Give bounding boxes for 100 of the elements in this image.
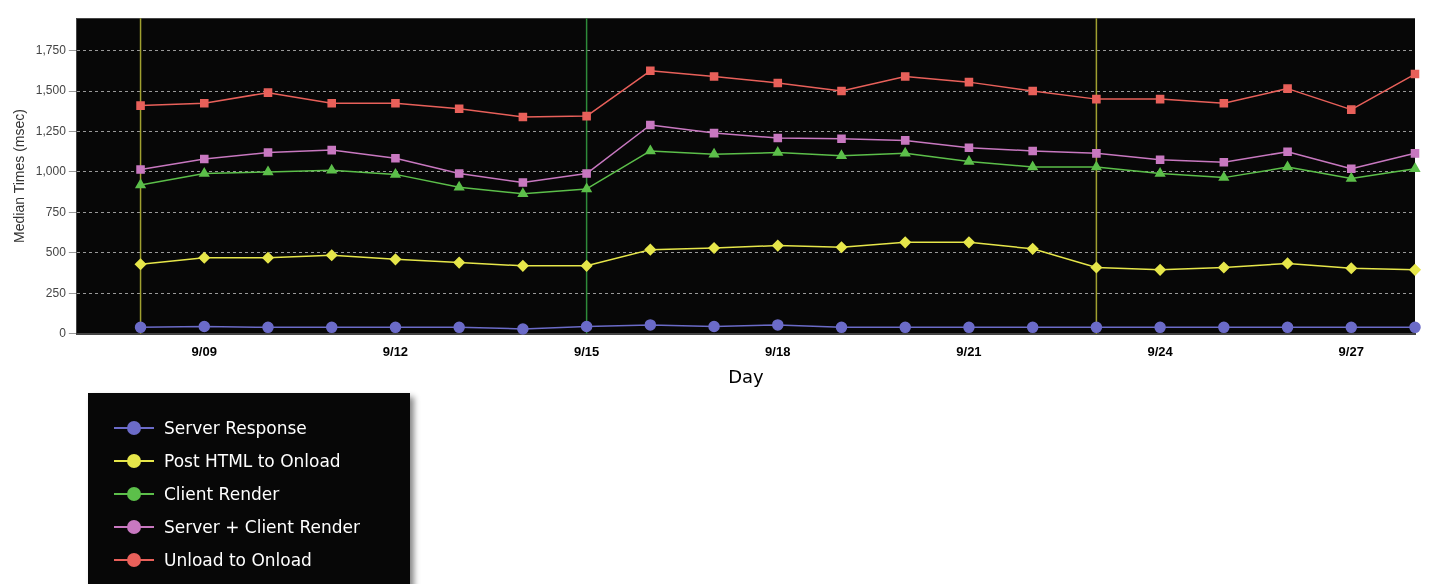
x-tick-label: 9/15 — [573, 344, 600, 360]
point — [262, 166, 274, 176]
point — [963, 236, 975, 249]
point — [964, 143, 974, 152]
y-tick-label: 1,000 — [35, 164, 67, 179]
y-tick-label: 1,500 — [35, 83, 67, 98]
point — [1090, 261, 1103, 274]
point — [1028, 146, 1037, 156]
point — [580, 320, 593, 333]
y-tick-label: 500 — [45, 245, 67, 260]
x-axis-title: Day — [728, 365, 765, 387]
point — [1410, 69, 1420, 79]
point — [1091, 161, 1102, 171]
point — [1409, 321, 1421, 334]
point — [454, 169, 464, 178]
point — [708, 148, 720, 158]
point — [517, 323, 529, 335]
point — [645, 145, 656, 155]
point — [391, 153, 400, 163]
point — [900, 147, 911, 157]
point — [1345, 262, 1358, 274]
point — [708, 242, 720, 254]
point — [964, 77, 974, 87]
legend-label: Server + Client Render — [164, 516, 360, 537]
y-tick-label: 1,250 — [35, 123, 67, 138]
point — [1346, 172, 1357, 182]
point — [773, 133, 783, 143]
point — [1283, 84, 1292, 93]
point — [1219, 98, 1229, 108]
point — [327, 145, 336, 155]
point — [1155, 155, 1165, 165]
point — [835, 321, 848, 334]
point — [136, 165, 145, 174]
point — [580, 260, 593, 272]
point — [199, 154, 209, 164]
point — [963, 155, 975, 165]
point — [1218, 171, 1229, 181]
legend-label: Unload to Onload — [164, 549, 312, 570]
point — [644, 319, 657, 331]
point — [1346, 164, 1356, 173]
point — [773, 78, 783, 88]
point — [1282, 161, 1293, 171]
x-tick-label: 9/18 — [765, 344, 791, 360]
point — [1218, 261, 1230, 274]
point — [644, 243, 657, 256]
point — [134, 258, 147, 270]
point — [1026, 321, 1039, 334]
point — [581, 183, 592, 193]
point — [837, 134, 846, 144]
point — [1345, 321, 1358, 334]
x-tick-label: 9/27 — [1338, 344, 1364, 360]
point — [453, 256, 465, 269]
point — [517, 260, 529, 272]
point — [1154, 321, 1166, 334]
point — [518, 178, 528, 187]
point — [454, 181, 465, 191]
point — [835, 241, 848, 253]
point — [1409, 162, 1421, 172]
point — [389, 321, 402, 334]
point — [1028, 86, 1037, 96]
point — [1092, 94, 1101, 104]
point — [327, 98, 336, 108]
point — [963, 321, 975, 334]
point — [136, 101, 145, 110]
legend-label: Post HTML to Onload — [164, 450, 341, 471]
y-tick-label: 750 — [45, 204, 67, 219]
point — [900, 136, 910, 145]
point — [262, 251, 274, 264]
point — [325, 249, 338, 262]
point — [1092, 149, 1101, 158]
point — [836, 150, 847, 160]
y-tick-label: 0 — [59, 326, 67, 341]
point — [709, 72, 719, 81]
point — [1346, 105, 1356, 114]
point — [391, 98, 400, 108]
point — [1410, 149, 1420, 158]
point — [518, 112, 528, 122]
x-tick-label: 9/24 — [1147, 344, 1174, 360]
legend-label: Server Response — [164, 417, 307, 438]
point — [199, 98, 209, 108]
point — [646, 66, 655, 76]
point — [198, 320, 211, 333]
point — [582, 111, 591, 121]
point — [263, 88, 273, 97]
legend-label: Client Render — [164, 483, 280, 504]
point — [582, 169, 591, 178]
point — [453, 321, 465, 334]
point — [326, 164, 337, 174]
point — [1281, 321, 1294, 334]
point — [1219, 157, 1229, 167]
y-tick-label: 1,750 — [35, 42, 67, 57]
point — [772, 146, 783, 156]
x-tick-label: 9/12 — [382, 344, 409, 360]
point — [262, 321, 274, 334]
point — [646, 120, 655, 130]
point — [199, 167, 210, 177]
point — [899, 321, 911, 334]
point — [772, 319, 784, 331]
y-tick-label: 250 — [45, 285, 67, 300]
point — [772, 239, 784, 252]
